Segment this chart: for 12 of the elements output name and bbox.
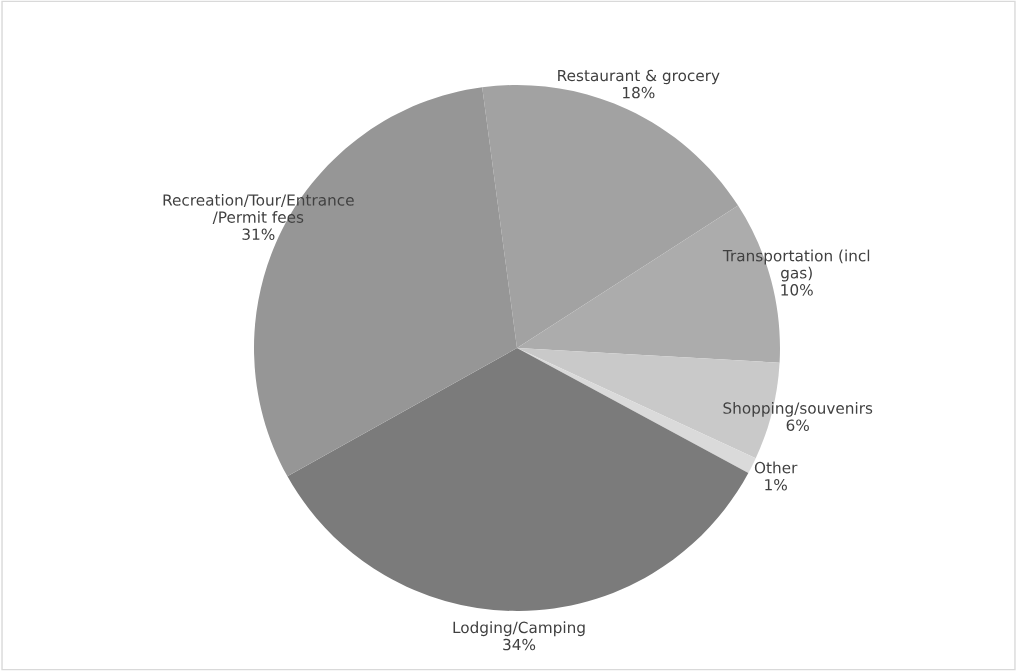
slice-label: Transportation (incl gas) bbox=[722, 249, 870, 282]
slice-label: Recreation/Tour/Entrance /Permit fees bbox=[163, 193, 354, 225]
data-label: 31% bbox=[242, 228, 275, 240]
data-label: 6% bbox=[786, 419, 809, 431]
data-label: 34% bbox=[503, 638, 536, 651]
data-label: 1% bbox=[765, 478, 787, 491]
slice-label: Restaurant & grocery bbox=[558, 69, 720, 85]
slice-label: Lodging/Camping bbox=[453, 621, 585, 637]
data-label: 10% bbox=[781, 284, 813, 296]
slice-label: Shopping/souvenirs bbox=[723, 402, 873, 417]
data-label: 18% bbox=[623, 86, 655, 99]
slice-label: Other bbox=[754, 461, 798, 474]
